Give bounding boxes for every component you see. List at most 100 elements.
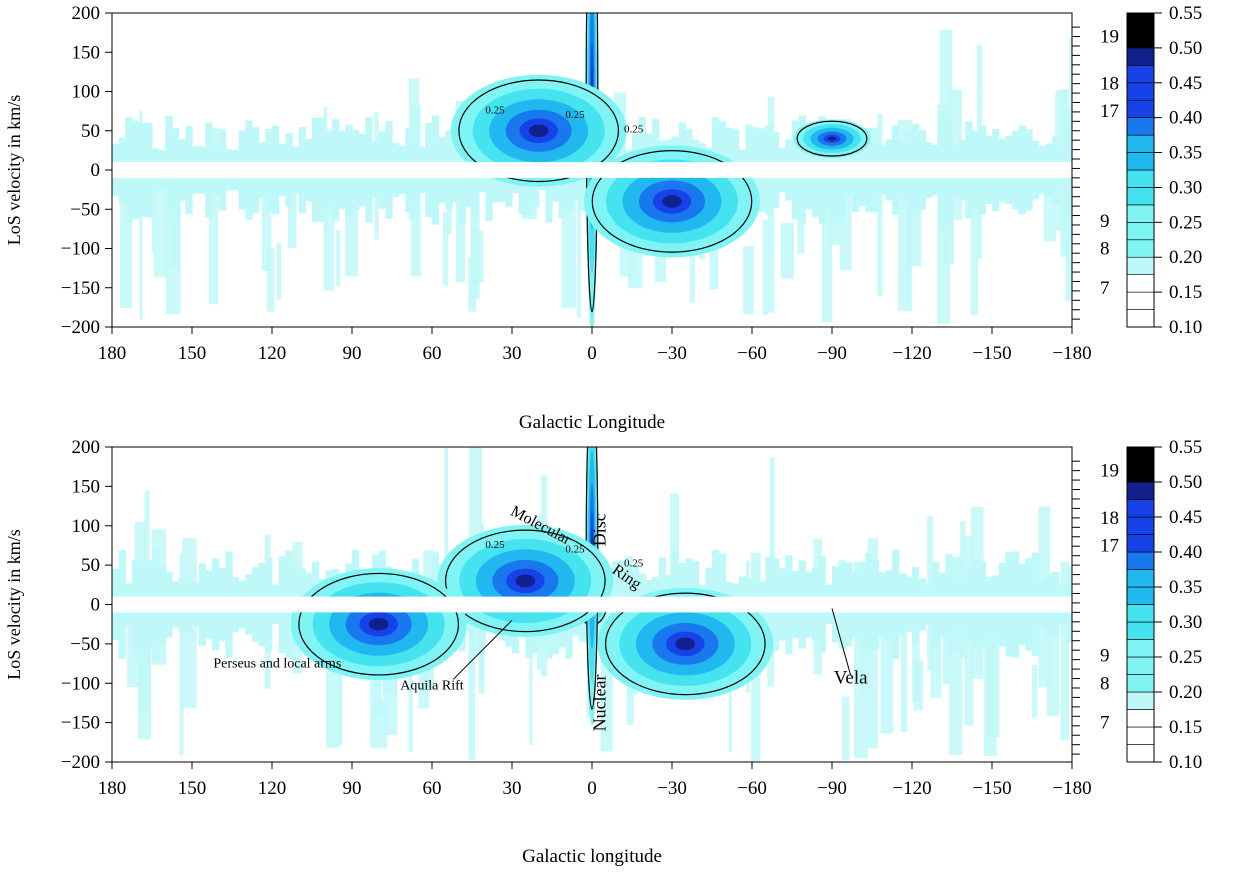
colorbar-cell <box>1126 709 1155 728</box>
aquila-rift-arrow <box>452 619 513 680</box>
colorbar-tick-label: 0.55 <box>1169 437 1202 458</box>
colorbar-tick-label: 0.10 <box>1169 317 1202 338</box>
colorbar-tick-label: 0.35 <box>1169 577 1202 598</box>
feature-inner-disc-layer-5 <box>515 574 536 588</box>
colorbar-tick-label: 0.55 <box>1169 3 1202 24</box>
x-tick-label: 30 <box>503 778 522 799</box>
colorbar: 0.10 0.15 0.20 0.25 0.30 0.35 0.40 0.45 0.50 0.55 <box>1126 3 1202 338</box>
x-tick-label: 90 <box>343 778 362 799</box>
x-tick-label: −120 <box>892 343 931 364</box>
colorbar-cell <box>1126 152 1155 171</box>
right-axis-label: 7 <box>1100 713 1110 734</box>
right-axis-label: 7 <box>1100 278 1110 299</box>
contour-vela-clump <box>796 120 868 157</box>
y-tick-label: 200 <box>72 3 101 24</box>
colorbar-tick-label: 0.30 <box>1169 177 1202 198</box>
colorbar-tick-label: 0.25 <box>1169 647 1202 668</box>
x-tick-label: −60 <box>737 343 767 364</box>
x-tick-label: −90 <box>817 343 847 364</box>
colorbar-cell <box>1126 99 1155 118</box>
feature-perseus-layer-5 <box>368 617 389 631</box>
colorbar-tick-label: 0.50 <box>1169 38 1202 59</box>
colorbar-tick-label: 0.15 <box>1169 282 1202 303</box>
feature-fourth-quadrant-layer-5 <box>675 637 696 651</box>
colorbar-cell <box>1126 621 1155 640</box>
colorbar: 0.10 0.15 0.20 0.25 0.30 0.35 0.40 0.45 0.50 0.55 <box>1126 437 1202 773</box>
colorbar-cell <box>1126 47 1155 66</box>
colorbar-cell <box>1126 656 1155 675</box>
contour-label: 0.25 <box>485 104 505 116</box>
colorbar-cell <box>1126 12 1155 31</box>
y-tick-label: −100 <box>61 239 100 260</box>
y-axis: 200 150 100 50 0 −50 −100 −150 −200 <box>61 437 112 773</box>
colorbar-cell <box>1126 239 1155 258</box>
feature-vela-clump-layer-5 <box>827 136 837 141</box>
x-tick-label: −90 <box>817 778 847 799</box>
colorbar-cell <box>1126 499 1155 518</box>
x-tick-label: −120 <box>892 778 931 799</box>
x-tick-label: 60 <box>423 343 442 364</box>
y-axis-label: LoS velocity in km/s <box>4 95 24 246</box>
right-axis-label: 19 <box>1100 461 1119 482</box>
right-axis-label: 9 <box>1100 646 1110 667</box>
right-axis: 19 18 17 9 8 7 <box>1072 27 1119 320</box>
contour-label: 0.25 <box>624 558 644 570</box>
y-axis-label: LoS velocity in km/s <box>4 529 24 680</box>
colorbar-tick-label: 0.40 <box>1169 542 1202 563</box>
colorbar-cell <box>1126 169 1155 188</box>
x-tick-label: −180 <box>1052 778 1091 799</box>
y-tick-label: −150 <box>61 278 100 299</box>
masked-band <box>112 596 1072 613</box>
y-tick-label: 150 <box>72 42 101 63</box>
x-tick-label: 30 <box>503 343 522 364</box>
colorbar-cell <box>1126 30 1155 49</box>
colorbar-cell <box>1126 726 1155 745</box>
colorbar-cell <box>1126 117 1155 136</box>
colorbar-cell <box>1126 291 1155 310</box>
y-tick-label: −100 <box>61 673 100 694</box>
feature-fourth-quadrant-layer-5 <box>662 195 682 208</box>
x-axis-label: Galactic Longitude <box>519 412 665 433</box>
x-tick-label: 180 <box>98 778 127 799</box>
x-axis: 180 150 120 90 60 30 0 −30 −60 −90 −120 −150 −180 <box>98 762 1092 799</box>
right-axis-label: 17 <box>1100 535 1119 556</box>
contour-perseus <box>298 572 460 676</box>
y-tick-label: −200 <box>61 317 100 338</box>
y-tick-label: −150 <box>61 713 100 734</box>
x-tick-label: 0 <box>587 778 597 799</box>
colorbar-cell <box>1126 551 1155 570</box>
colorbar-tick-label: 0.45 <box>1169 73 1202 94</box>
colorbar-cell <box>1126 674 1155 693</box>
annotation-nuclear: Nuclear <box>589 674 609 731</box>
colorbar-cell <box>1126 481 1155 500</box>
contour-label: 0.25 <box>565 109 585 121</box>
colorbar-cell <box>1126 309 1155 328</box>
x-tick-label: 60 <box>423 778 442 799</box>
x-tick-label: 150 <box>178 343 207 364</box>
y-axis: 200 150 100 50 0 −50 −100 −150 −200 <box>61 3 112 338</box>
colorbar-cell <box>1126 134 1155 153</box>
y-tick-label: 0 <box>91 595 101 616</box>
x-tick-label: −30 <box>657 343 687 364</box>
y-tick-label: −200 <box>61 752 100 773</box>
x-tick-label: −180 <box>1052 343 1091 364</box>
right-axis-label: 8 <box>1100 673 1110 694</box>
plot-area: 0.25 0.25 0.25 <box>112 447 1072 762</box>
x-tick-label: 120 <box>258 778 287 799</box>
x-tick-label: −30 <box>657 778 687 799</box>
colorbar-cell <box>1126 464 1155 483</box>
colorbar-cell <box>1126 639 1155 658</box>
colorbar-tick-label: 0.35 <box>1169 143 1202 164</box>
colorbar-tick-label: 0.20 <box>1169 247 1202 268</box>
x-tick-label: 150 <box>178 778 207 799</box>
right-axis-label: 9 <box>1100 211 1110 232</box>
contour-label: 0.25 <box>624 123 644 135</box>
x-tick-label: 90 <box>343 343 362 364</box>
colorbar-tick-label: 0.10 <box>1169 752 1202 773</box>
y-tick-label: −50 <box>70 634 100 655</box>
colorbar-cell <box>1126 516 1155 535</box>
colorbar-cell <box>1126 222 1155 241</box>
colorbar-cell <box>1126 604 1155 623</box>
